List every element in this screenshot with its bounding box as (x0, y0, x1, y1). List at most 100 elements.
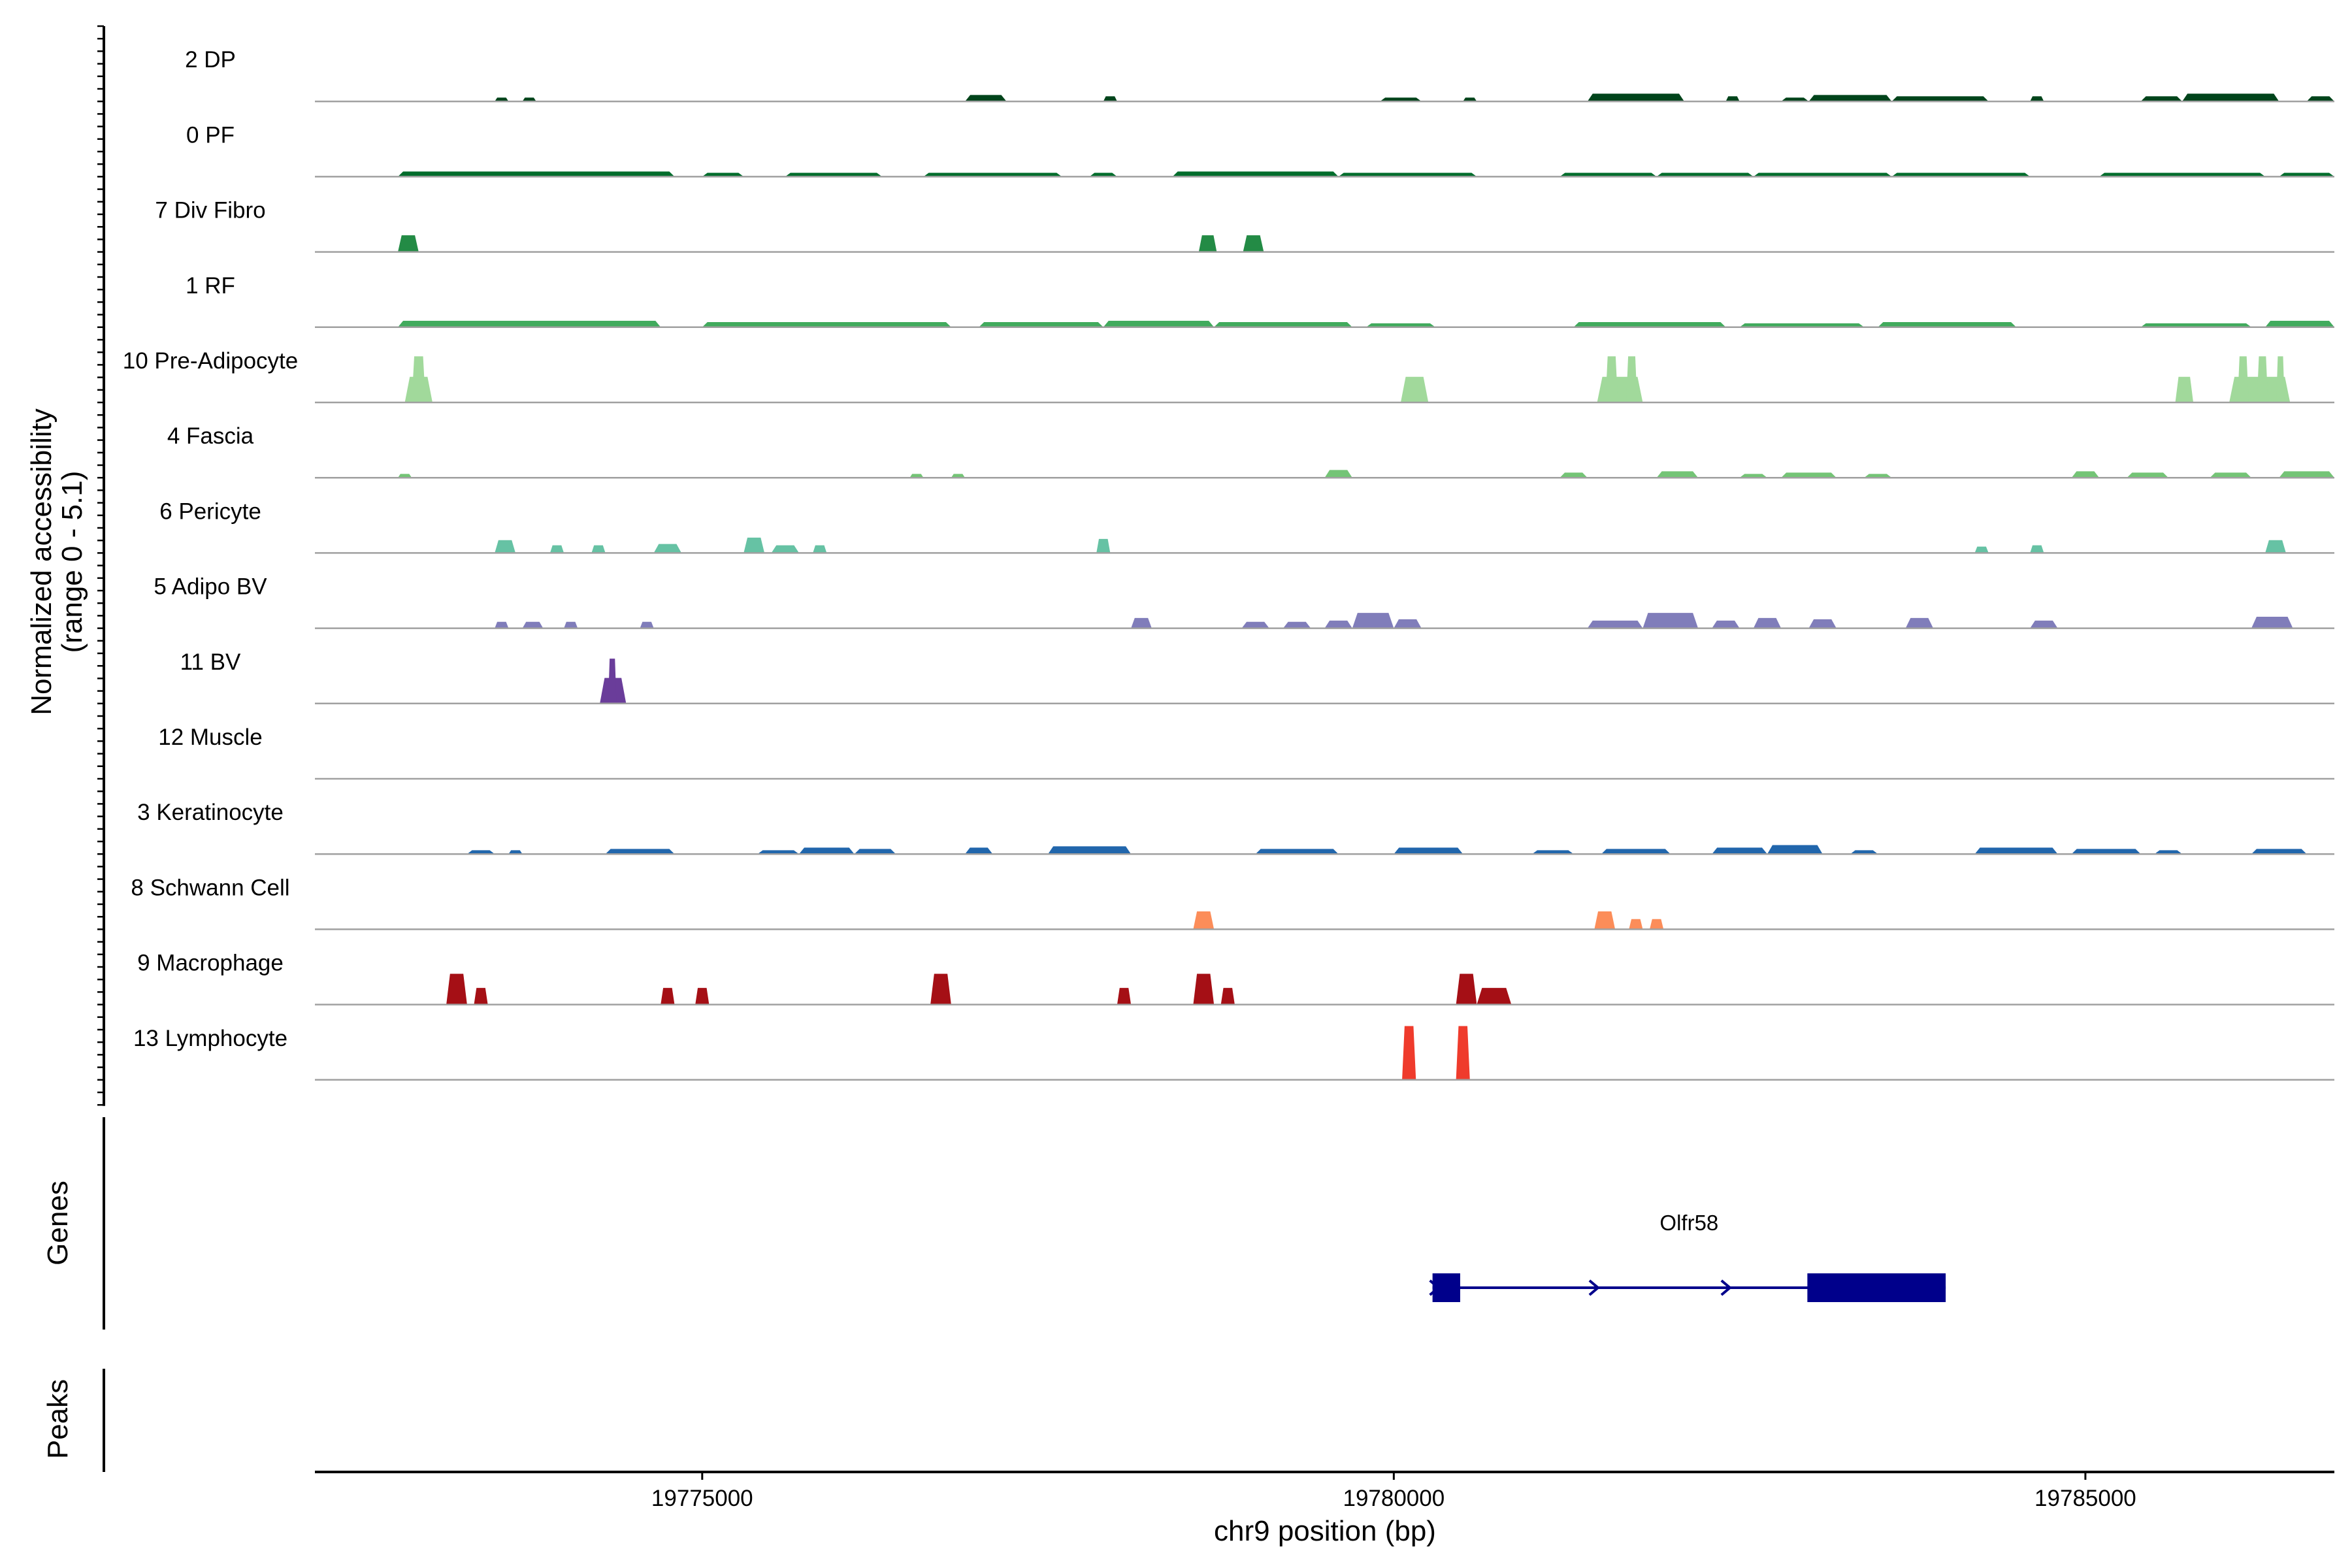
coverage-peak (979, 321, 1103, 327)
coverage-peak (1193, 911, 1215, 930)
coverage-peak (1241, 621, 1269, 629)
coverage-peak (1477, 988, 1512, 1005)
coverage-peak (813, 545, 827, 553)
coverage-peak (522, 97, 536, 102)
gene-exon (1807, 1273, 1946, 1302)
coverage-peak (2030, 96, 2044, 102)
coverage-peak (1587, 620, 1643, 629)
coverage-peak (1394, 619, 1422, 629)
coverage-peak (2279, 471, 2334, 478)
coverage-peak (2154, 850, 2183, 855)
coverage-peak (1560, 172, 1657, 177)
gene-name-label: Olfr58 (1659, 1211, 1718, 1235)
coverage-peak (605, 849, 675, 855)
coverage-peak (2175, 376, 2194, 402)
coverage-peak (661, 988, 675, 1005)
coverage-peak (1324, 470, 1352, 478)
coverage-peak (2182, 93, 2279, 102)
coverage-peak (1712, 620, 1740, 629)
coverage-peak (1808, 619, 1837, 629)
coverage-peak (522, 621, 544, 629)
track-7-div-fibro: 7 Div Fibro (155, 198, 2334, 253)
coverage-peak (1650, 919, 1664, 930)
coverage-peak (2071, 849, 2141, 855)
coverage-peak (1878, 321, 2017, 327)
coverage-peak (1103, 320, 1215, 327)
track-12-muscle: 12 Muscle (158, 725, 2334, 780)
track-3-keratinocyte: 3 Keratinocyte (137, 800, 2334, 855)
gene-annotation: Olfr58 (1429, 1211, 1946, 1302)
coverage-peak (1656, 471, 1699, 478)
coverage-peak (2030, 620, 2058, 629)
coverage-peak (495, 97, 509, 102)
track-label: 13 Lymphocyte (133, 1026, 287, 1051)
coverage-peak (1172, 171, 1339, 177)
strand-arrow-icon (1720, 1279, 1732, 1296)
coverage-peak (2210, 472, 2251, 478)
coverage-peak (1400, 376, 1429, 402)
coverage-peak (1103, 96, 1117, 102)
strand-arrow-icon (1429, 1279, 1441, 1296)
track-label: 6 Pericyte (159, 498, 261, 524)
coverage-peak (2306, 96, 2334, 102)
coverage-peak (2030, 545, 2044, 553)
coverage-peak (1324, 620, 1352, 629)
coverage-peak (2257, 356, 2268, 402)
coverage-peak (564, 621, 578, 629)
coverage-peak (1560, 472, 1588, 478)
coverage-peak (2237, 356, 2249, 402)
coverage-peak (2251, 849, 2307, 855)
coverage-peak (1380, 97, 1422, 102)
coverage-peak (1850, 850, 1878, 855)
coverage-peak (1282, 621, 1311, 629)
coverage-peak (508, 850, 523, 855)
coverage-peak (1573, 321, 1726, 327)
track-label: 11 BV (180, 649, 241, 675)
coverage-peak (1974, 847, 2058, 855)
coverage-tracks: 2 DP 0 PF 7 Div Fibro 1 RF 10 Pre-Adipocyte 4… (123, 47, 2334, 1081)
coverage-peak (1753, 617, 1782, 629)
coverage-peak (398, 171, 675, 177)
coverage-peak (1131, 617, 1152, 629)
coverage-peak (2251, 616, 2293, 629)
coverage-peak (1725, 96, 1740, 102)
x-tick-label: 19780000 (1343, 1486, 1445, 1511)
track-0-pf: 0 PF (186, 122, 2334, 178)
coverage-peak (1891, 96, 1989, 102)
coverage-peak (398, 320, 661, 327)
coverage-peak (404, 376, 433, 402)
coverage-peak (1096, 538, 1111, 553)
peaks-track-label: Peaks (42, 1379, 74, 1459)
coverage-peak (1605, 356, 1618, 402)
coverage-peak (1456, 973, 1477, 1005)
track-label: 3 Keratinocyte (137, 800, 284, 825)
coverage-peak (1767, 845, 1823, 855)
accessibility-axis-label: Normalized accessibility (25, 408, 57, 715)
coverage-peak (2140, 96, 2183, 102)
track-label: 8 Schwann Cell (131, 875, 289, 900)
coverage-peak (854, 849, 896, 855)
coverage-peak (2140, 323, 2251, 327)
coverage-peak (2265, 540, 2286, 553)
coverage-peak (1739, 323, 1865, 327)
coverage-peak (1366, 323, 1435, 327)
coverage-peak (1601, 849, 1671, 855)
coverage-peak (2127, 472, 2168, 478)
track-2-dp: 2 DP (185, 47, 2334, 103)
coverage-peak (1402, 1026, 1416, 1080)
coverage-peak (930, 973, 951, 1005)
track-6-pericyte: 6 Pericyte (159, 498, 2334, 554)
track-label: 0 PF (186, 122, 235, 148)
coverage-peak (1220, 988, 1235, 1005)
coverage-peak (1594, 911, 1616, 930)
coverage-peak (1117, 988, 1132, 1005)
coverage-peak (909, 474, 924, 478)
coverage-peak (1338, 172, 1477, 177)
coverage-peak (965, 95, 1007, 102)
coverage-peak (549, 545, 564, 553)
coverage-peak (2276, 356, 2285, 402)
coverage-peak (1394, 847, 1463, 855)
coverage-peak (591, 545, 606, 553)
coverage-peak (2279, 172, 2334, 177)
track-label: 5 Adipo BV (154, 574, 267, 600)
